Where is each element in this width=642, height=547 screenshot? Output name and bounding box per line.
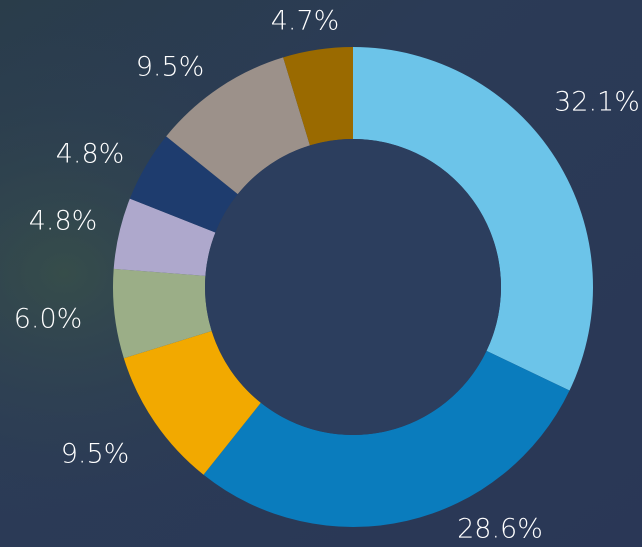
data-label: 9.5% [61,439,130,470]
donut-slice [166,57,310,195]
donut-slice [283,47,353,146]
data-label: 4.7% [271,6,340,37]
donut-slice [113,268,212,359]
donut-slice [113,198,216,276]
data-label: 28.6% [457,514,543,545]
data-label: 32.1% [554,87,640,118]
data-label: 4.8% [29,206,98,237]
donut-slice [129,136,238,233]
data-label: 9.5% [136,52,205,83]
donut-slice [203,350,570,527]
data-label: 6.0% [14,304,83,335]
donut-hole [205,139,501,435]
donut-slice [123,330,261,475]
data-label: 4.8% [56,139,125,170]
donut-slice [353,47,593,391]
